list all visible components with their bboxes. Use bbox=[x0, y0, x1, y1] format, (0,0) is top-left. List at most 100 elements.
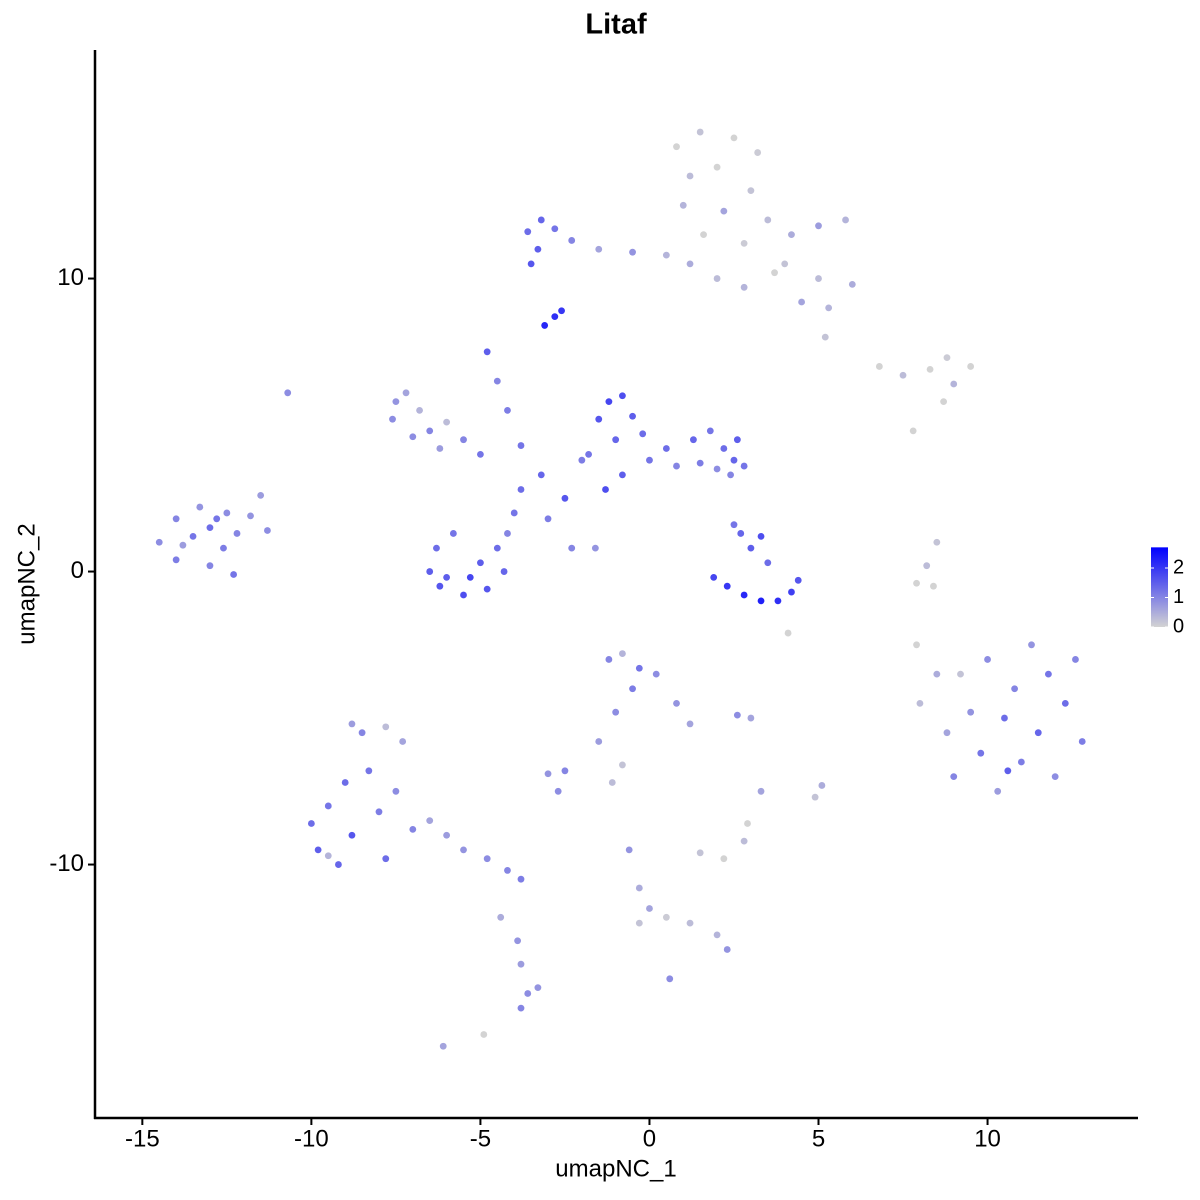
cell-point bbox=[757, 597, 765, 605]
cell-point bbox=[940, 398, 947, 406]
cell-point bbox=[534, 245, 542, 253]
color-tick-label: 2 bbox=[1173, 556, 1184, 578]
cell-point bbox=[517, 486, 525, 493]
cell-point bbox=[605, 656, 613, 663]
cell-point bbox=[1061, 699, 1069, 707]
cell-point bbox=[172, 556, 180, 564]
cell-point bbox=[875, 363, 883, 370]
cell-point bbox=[818, 782, 826, 789]
cell-point bbox=[544, 770, 552, 778]
cell-point bbox=[673, 143, 680, 151]
cell-point bbox=[493, 377, 501, 385]
cell-point bbox=[788, 588, 795, 596]
cell-point bbox=[696, 128, 704, 136]
cell-point bbox=[605, 398, 613, 406]
cell-point bbox=[811, 793, 819, 801]
cell-point bbox=[436, 445, 444, 452]
cell-point bbox=[619, 392, 626, 400]
cell-point bbox=[504, 867, 511, 874]
cell-point bbox=[943, 729, 951, 737]
color-bar bbox=[1151, 547, 1168, 627]
cell-point bbox=[443, 418, 451, 426]
cell-point bbox=[504, 530, 511, 537]
cell-point bbox=[730, 456, 738, 464]
cell-point bbox=[220, 544, 227, 552]
cell-point bbox=[1045, 670, 1052, 678]
cell-point bbox=[524, 990, 532, 997]
cell-point bbox=[517, 960, 525, 968]
cell-point bbox=[619, 471, 626, 479]
cell-point bbox=[477, 450, 484, 458]
cell-point bbox=[510, 509, 518, 517]
cell-point bbox=[324, 802, 332, 810]
cell-point bbox=[913, 579, 920, 587]
cell-point bbox=[196, 503, 204, 511]
cell-point bbox=[365, 767, 373, 775]
cell-point bbox=[926, 365, 934, 373]
cell-point bbox=[335, 861, 342, 868]
cell-point bbox=[1017, 758, 1025, 766]
cell-point bbox=[307, 820, 315, 827]
cell-point bbox=[189, 532, 197, 540]
cell-point bbox=[439, 1042, 447, 1050]
cell-point bbox=[568, 237, 576, 244]
cell-point bbox=[524, 228, 532, 236]
cell-point bbox=[585, 450, 593, 458]
cell-point bbox=[754, 149, 762, 156]
cell-point bbox=[595, 415, 603, 423]
cell-point bbox=[994, 787, 1002, 795]
cell-point bbox=[629, 248, 636, 256]
cell-point bbox=[433, 544, 440, 552]
y-tick-label: -10 bbox=[49, 850, 84, 877]
cell-point bbox=[977, 749, 985, 757]
cell-point bbox=[358, 729, 366, 737]
cell-point bbox=[612, 708, 620, 716]
cell-point bbox=[930, 582, 937, 590]
cell-point bbox=[788, 231, 795, 238]
cell-point bbox=[206, 562, 214, 570]
cell-point bbox=[720, 207, 728, 215]
cell-point bbox=[784, 629, 792, 637]
cell-point bbox=[713, 931, 721, 939]
cell-point bbox=[409, 433, 417, 441]
cell-point bbox=[534, 984, 542, 992]
cell-point bbox=[608, 779, 616, 786]
cell-point bbox=[950, 380, 958, 388]
cell-point bbox=[426, 817, 434, 825]
cell-point bbox=[771, 269, 778, 277]
cell-point bbox=[172, 515, 180, 523]
cell-point bbox=[943, 354, 951, 362]
cell-point bbox=[747, 544, 755, 552]
cell-point bbox=[635, 919, 643, 927]
cell-point bbox=[740, 591, 748, 599]
cell-point bbox=[436, 582, 444, 590]
cell-point bbox=[558, 307, 565, 315]
cell-point bbox=[527, 260, 535, 268]
cell-point bbox=[1001, 714, 1008, 722]
cell-point bbox=[324, 852, 332, 860]
cell-point bbox=[723, 946, 731, 953]
cell-point bbox=[740, 283, 748, 291]
cell-point bbox=[950, 773, 958, 781]
cell-point bbox=[825, 304, 833, 312]
cell-point bbox=[899, 371, 907, 379]
cell-point bbox=[223, 509, 231, 517]
x-tick-label: 5 bbox=[812, 1125, 825, 1152]
x-tick-label: 0 bbox=[643, 1125, 656, 1152]
cell-point bbox=[967, 708, 975, 716]
cell-point bbox=[460, 436, 467, 444]
cell-point bbox=[747, 714, 755, 722]
cell-point bbox=[913, 641, 920, 649]
cell-point bbox=[781, 260, 789, 268]
cell-point bbox=[612, 436, 620, 444]
cell-point bbox=[392, 398, 400, 406]
cell-point bbox=[666, 975, 674, 983]
cell-point bbox=[916, 699, 924, 707]
cell-point bbox=[652, 670, 660, 678]
cell-point bbox=[230, 571, 238, 578]
cell-point bbox=[774, 597, 782, 605]
cell-point bbox=[757, 532, 765, 540]
chart-title: Litaf bbox=[585, 9, 647, 41]
x-tick-label: -5 bbox=[470, 1125, 491, 1152]
